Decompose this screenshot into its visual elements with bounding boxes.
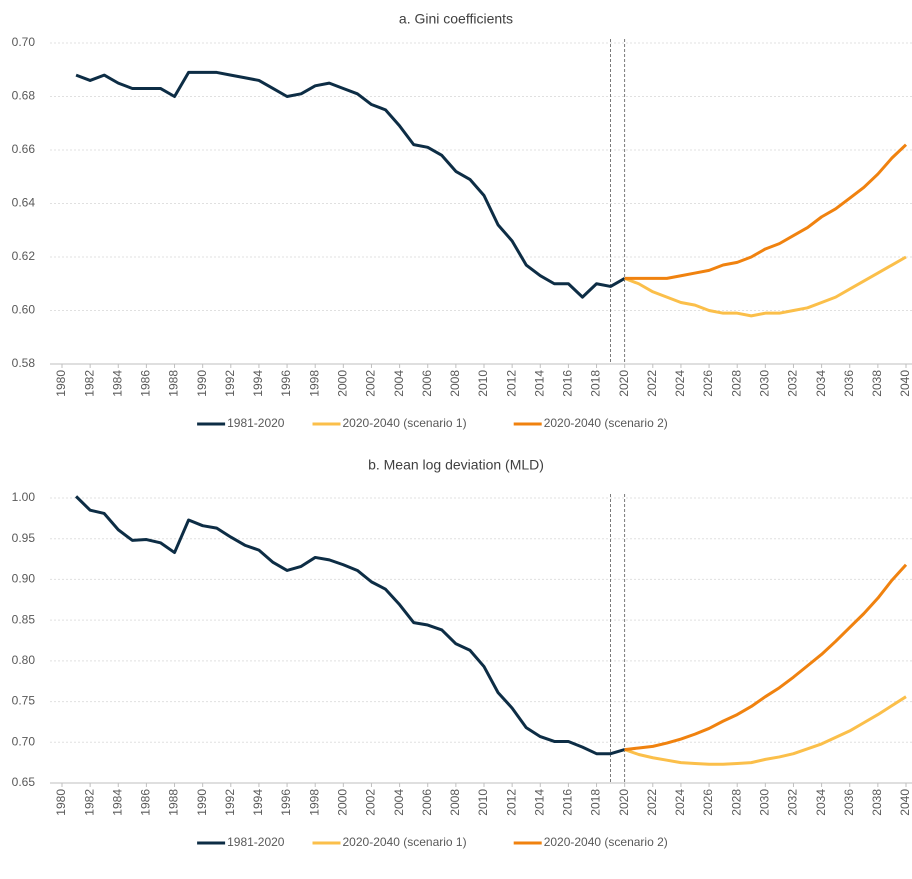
x-tick-label: 2026: [701, 370, 715, 397]
x-tick-label: 1992: [223, 370, 237, 397]
x-tick-label: 2038: [870, 370, 884, 397]
x-tick-label: 1998: [307, 789, 321, 816]
x-tick-label: 2038: [870, 789, 884, 816]
x-tick-label: 2012: [504, 789, 518, 816]
x-tick-label: 1986: [139, 370, 153, 397]
x-tick-label: 1988: [167, 789, 181, 816]
x-tick-label: 1984: [110, 789, 124, 816]
x-tick-label: 2022: [645, 789, 659, 816]
x-tick-label: 1982: [82, 370, 96, 397]
x-tick-label: 1996: [279, 370, 293, 397]
x-tick-label: 2008: [448, 370, 462, 397]
x-tick-label: 1984: [110, 370, 124, 397]
x-tick-label: 2036: [842, 789, 856, 816]
series-line: [624, 563, 908, 752]
x-tick-label: 2024: [673, 370, 687, 397]
y-tick-label: 0.75: [12, 694, 36, 708]
x-tick-label: 2010: [476, 370, 490, 397]
legend-label: 2020-2040 (scenario 1): [343, 416, 467, 430]
y-tick-label: 0.64: [12, 196, 36, 210]
x-tick-label: 1980: [54, 370, 68, 397]
series-line: [624, 143, 908, 280]
x-tick-label: 1980: [54, 789, 68, 816]
x-tick-label: 1998: [307, 370, 321, 397]
x-tick-label: 2024: [673, 789, 687, 816]
x-tick-label: 2022: [645, 370, 659, 397]
chart-title: b. Mean log deviation (MLD): [368, 457, 544, 473]
x-tick-label: 2032: [786, 789, 800, 816]
x-tick-label: 2010: [476, 789, 490, 816]
x-tick-label: 2012: [504, 370, 518, 397]
x-tick-label: 2016: [561, 789, 575, 816]
x-tick-label: 2040: [898, 789, 912, 816]
x-tick-label: 2000: [336, 370, 350, 397]
y-tick-label: 0.90: [12, 572, 36, 586]
x-tick-label: 2006: [420, 370, 434, 397]
x-tick-label: 2036: [842, 370, 856, 397]
x-tick-label: 2032: [786, 370, 800, 397]
x-tick-label: 2034: [814, 789, 828, 816]
x-tick-label: 2030: [758, 789, 772, 816]
x-tick-label: 2028: [729, 370, 743, 397]
x-tick-label: 2002: [364, 370, 378, 397]
x-tick-label: 2020: [617, 789, 631, 816]
legend-label: 1981-2020: [227, 835, 285, 849]
x-tick-label: 1990: [195, 370, 209, 397]
series-line: [624, 695, 907, 766]
x-tick-label: 2028: [729, 789, 743, 816]
y-tick-label: 0.60: [12, 303, 36, 317]
x-tick-label: 1996: [279, 789, 293, 816]
x-tick-label: 2016: [561, 370, 575, 397]
y-tick-label: 0.70: [12, 35, 36, 49]
legend-label: 1981-2020: [227, 416, 285, 430]
x-tick-label: 2034: [814, 370, 828, 397]
x-tick-label: 1990: [195, 789, 209, 816]
y-tick-label: 0.66: [12, 142, 36, 156]
y-tick-label: 1.00: [12, 490, 36, 504]
x-tick-label: 2026: [701, 789, 715, 816]
x-tick-label: 1982: [82, 789, 96, 816]
x-tick-label: 2018: [589, 370, 603, 397]
x-tick-label: 2040: [898, 370, 912, 397]
x-tick-label: 1988: [167, 370, 181, 397]
y-tick-label: 0.65: [12, 775, 36, 789]
legend-label: 2020-2040 (scenario 1): [343, 835, 467, 849]
x-tick-label: 2030: [758, 370, 772, 397]
y-tick-label: 0.85: [12, 612, 36, 626]
x-tick-label: 1994: [251, 370, 265, 397]
y-tick-label: 0.70: [12, 734, 36, 748]
x-tick-label: 2014: [532, 789, 546, 816]
x-tick-label: 2014: [532, 370, 546, 397]
y-tick-label: 0.95: [12, 531, 36, 545]
y-tick-label: 0.68: [12, 89, 36, 103]
x-tick-label: 2018: [589, 789, 603, 816]
series-line: [75, 495, 626, 756]
y-tick-label: 0.58: [12, 356, 36, 370]
legend-label: 2020-2040 (scenario 2): [544, 835, 668, 849]
y-tick-label: 0.62: [12, 249, 36, 263]
x-tick-label: 1992: [223, 789, 237, 816]
x-tick-label: 2006: [420, 789, 434, 816]
x-tick-label: 2004: [392, 370, 406, 397]
legend-label: 2020-2040 (scenario 2): [544, 416, 668, 430]
x-tick-label: 2004: [392, 789, 406, 816]
x-tick-label: 2008: [448, 789, 462, 816]
y-tick-label: 0.80: [12, 653, 36, 667]
x-tick-label: 2002: [364, 789, 378, 816]
series-line: [75, 70, 626, 299]
x-tick-label: 1986: [139, 789, 153, 816]
x-tick-label: 1994: [251, 789, 265, 816]
x-tick-label: 2020: [617, 370, 631, 397]
chart-title: a. Gini coefficients: [399, 11, 513, 27]
x-tick-label: 2000: [336, 789, 350, 816]
series-line: [624, 255, 907, 318]
